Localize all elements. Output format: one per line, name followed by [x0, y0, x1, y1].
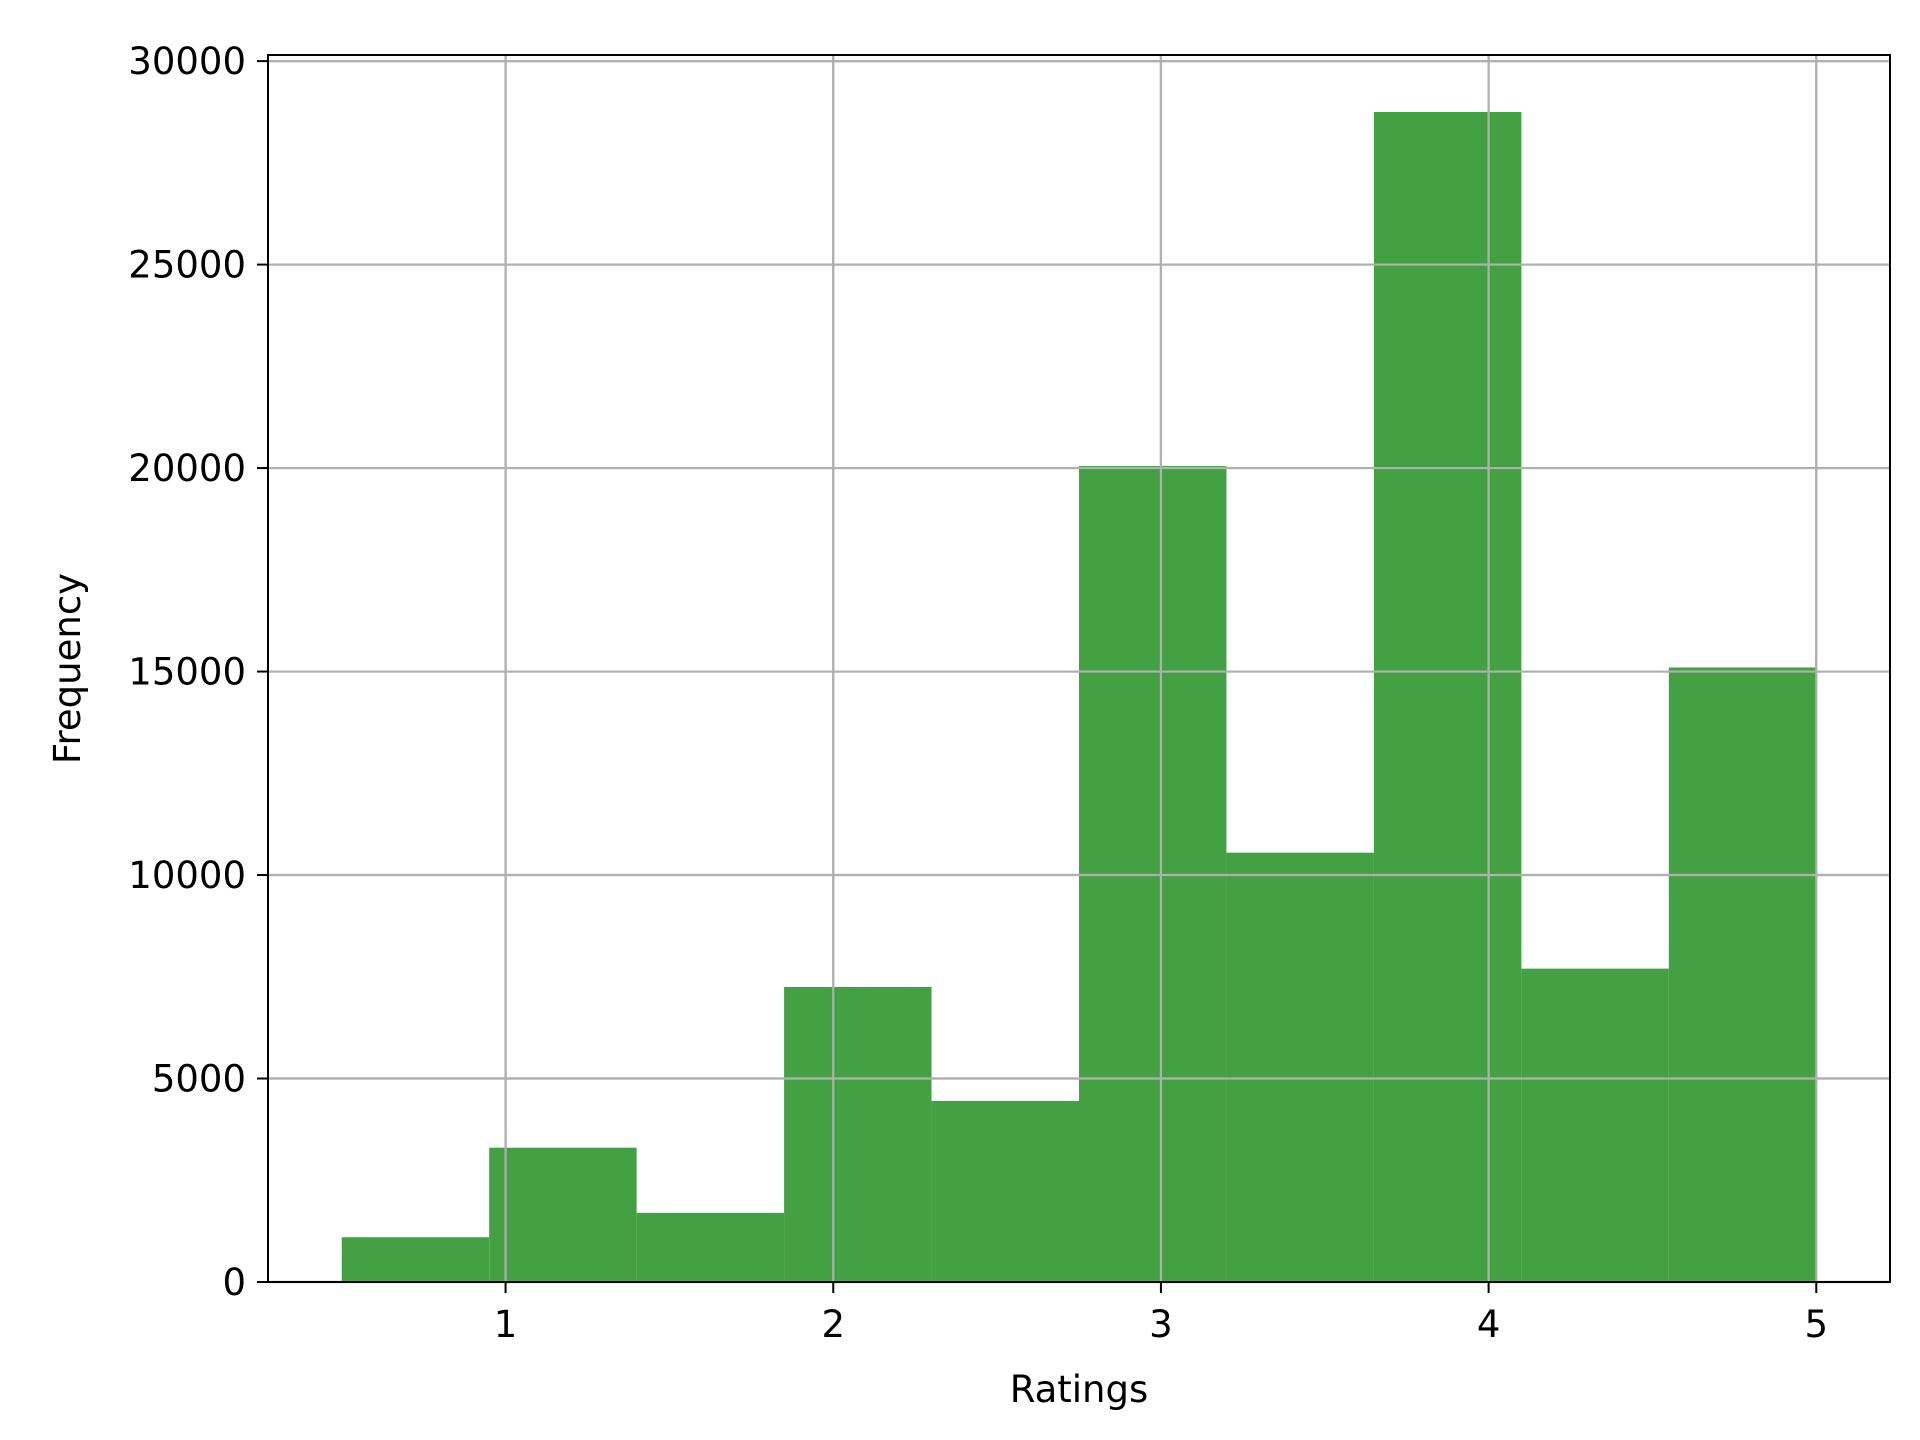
y-tick-label: 15000	[128, 651, 246, 694]
y-tick-label: 25000	[128, 244, 246, 287]
histogram-bar	[784, 986, 932, 1282]
x-tick-label: 4	[1477, 1303, 1501, 1346]
x-axis-title: Ratings	[1010, 1368, 1149, 1411]
histogram-bars	[268, 55, 1890, 1284]
histogram-bar	[1521, 968, 1669, 1282]
histogram-bar	[341, 1237, 490, 1282]
x-tick-label: 1	[494, 1303, 518, 1346]
y-axis-title: Frequency	[46, 573, 89, 764]
x-tick-label: 3	[1149, 1303, 1173, 1346]
x-tick-label: 5	[1804, 1303, 1828, 1346]
axis-ticks: 1 2 3 4 5 0 5000 10000 15000 20000 25000 30000	[128, 40, 1828, 1346]
y-tick-label: 0	[222, 1261, 246, 1304]
y-tick-label: 30000	[128, 40, 246, 83]
y-tick-label: 5000	[152, 1058, 246, 1101]
histogram-bar	[1668, 667, 1817, 1282]
plot-area-frame	[267, 54, 1891, 1283]
histogram-bar	[636, 1212, 785, 1282]
histogram-bar	[489, 1147, 637, 1282]
histogram-bar	[1226, 852, 1374, 1282]
histogram-bar	[1373, 111, 1522, 1283]
x-tick-label: 2	[821, 1303, 845, 1346]
y-tick-label: 10000	[128, 854, 246, 897]
histogram-bar	[931, 1100, 1079, 1282]
y-tick-label: 20000	[128, 447, 246, 490]
